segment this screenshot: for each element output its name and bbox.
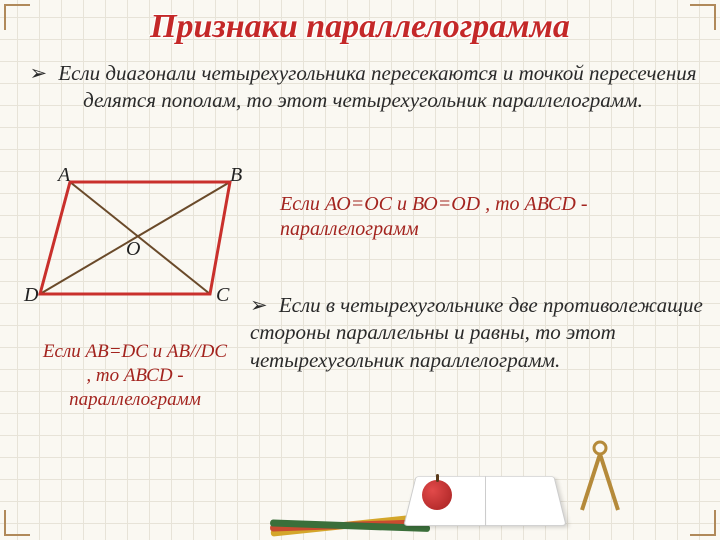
vertex-o: O [126, 238, 140, 261]
vertex-c: C [216, 284, 229, 307]
vertex-a: A [58, 164, 70, 187]
rule-diagonals: ➢ Если диагонали четырехугольника пересе… [28, 60, 698, 114]
rule-opposite-sides-text: Если в четырехугольнике две противолежащ… [250, 293, 703, 372]
page-title: Признаки параллелограмма [0, 8, 720, 46]
vertex-d: D [24, 284, 38, 307]
parallelogram-diagram: A B C D O [30, 176, 250, 326]
compass-icon [570, 438, 630, 518]
condition-opposite-sides: Если АВ=DC и АВ//DC , то АВСD - параллел… [40, 340, 230, 411]
school-supplies-decoration [300, 430, 680, 540]
corner-decoration [690, 510, 716, 536]
bullet-icon: ➢ [29, 62, 47, 85]
vertex-b: B [230, 164, 242, 187]
apple-icon [422, 480, 452, 510]
corner-decoration [4, 510, 30, 536]
rule-diagonals-text: Если диагонали четырехугольника пересека… [58, 61, 696, 112]
rule-opposite-sides: ➢ Если в четырехугольнике две противолеж… [250, 292, 710, 374]
bullet-icon: ➢ [250, 294, 268, 317]
condition-diagonals: Если АО=ОС и ВО=ОD , то АВСD - параллело… [280, 192, 700, 242]
